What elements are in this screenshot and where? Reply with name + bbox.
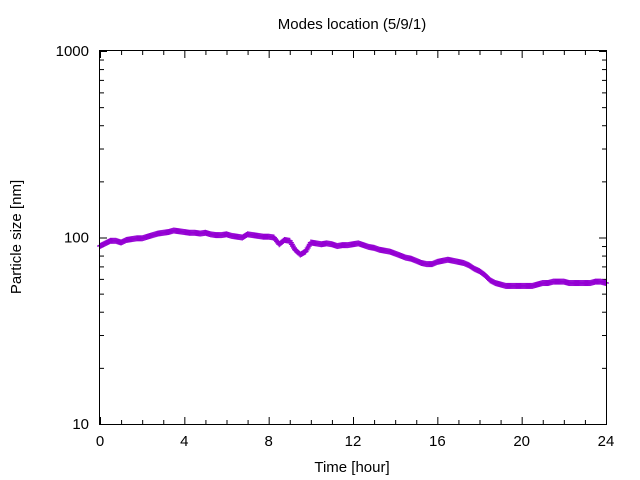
- x-tick-label: 12: [345, 433, 362, 450]
- data-points: [97, 227, 609, 289]
- x-tick-label: 8: [264, 433, 272, 450]
- tick-labels: 0 4 8 12 16 20 24 10 100 1000: [56, 43, 615, 450]
- chart-title: Modes location (5/9/1): [278, 16, 426, 33]
- x-tick-label: 24: [598, 433, 615, 450]
- plot-frame: [99, 50, 607, 425]
- x-tick-label: 16: [429, 433, 446, 450]
- axis-ticks: [100, 51, 607, 425]
- y-tick-label: 100: [64, 230, 89, 247]
- x-tick-label: 0: [96, 433, 104, 450]
- y-axis-label: Particle size [nm]: [8, 180, 25, 294]
- x-axis-label: Time [hour]: [314, 459, 389, 476]
- y-tick-label: 1000: [56, 43, 89, 60]
- x-tick-label: 4: [180, 433, 188, 450]
- x-tick-label: 20: [513, 433, 530, 450]
- y-tick-label: 10: [72, 416, 89, 433]
